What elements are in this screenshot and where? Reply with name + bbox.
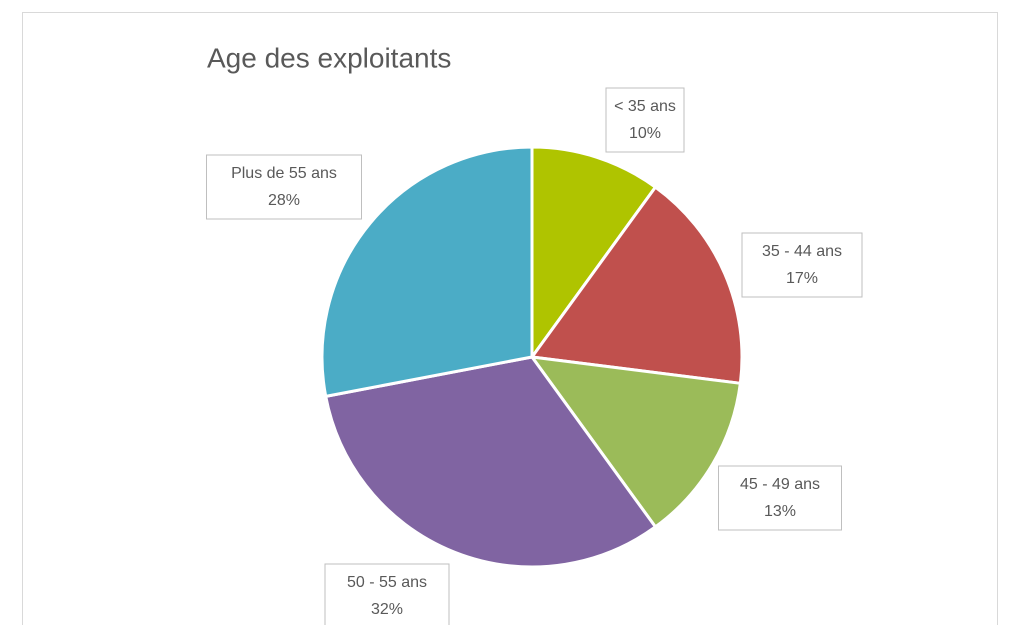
category-label: 45 - 49 ans xyxy=(740,476,820,493)
label-box xyxy=(605,87,685,153)
value-label: 17% xyxy=(786,270,818,287)
category-label: 50 - 55 ans xyxy=(347,574,427,591)
pie-slice xyxy=(530,355,742,529)
value-label: 13% xyxy=(764,503,796,520)
category-label: < 35 ans xyxy=(614,98,676,115)
pie-slice xyxy=(320,145,534,398)
label-box xyxy=(324,563,450,625)
category-label: 35 - 44 ans xyxy=(762,243,842,260)
category-label: Plus de 55 ans xyxy=(231,165,337,182)
value-label: 32% xyxy=(371,601,403,618)
pie-slice xyxy=(324,355,657,569)
chart-title: Age des exploitants xyxy=(207,42,451,73)
label-box xyxy=(718,465,842,531)
label-box xyxy=(206,154,362,220)
pie-slice xyxy=(530,185,744,385)
label-box xyxy=(741,232,863,298)
value-label: 10% xyxy=(629,125,661,142)
pie-slice xyxy=(530,145,657,359)
value-label: 28% xyxy=(268,192,300,209)
